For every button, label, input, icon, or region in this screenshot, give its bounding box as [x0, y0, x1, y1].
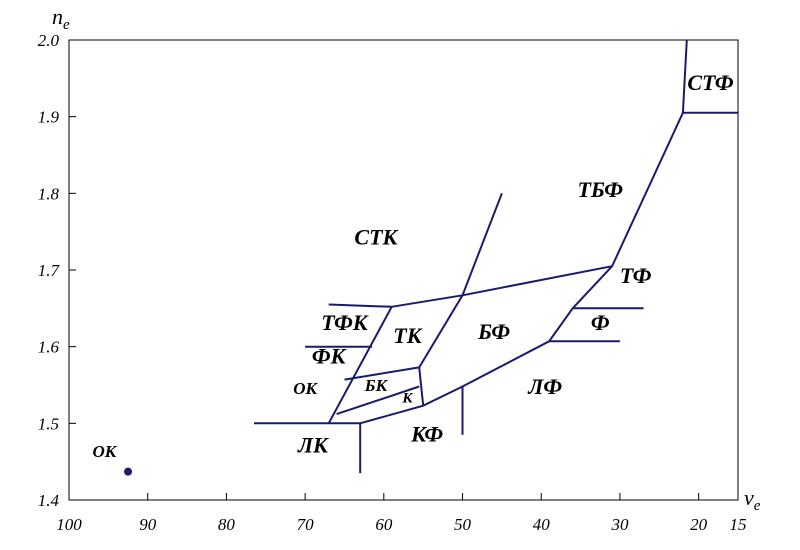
region-label: ФК [312, 344, 347, 369]
region-label: СТФ [687, 70, 734, 95]
region-label: ТК [393, 323, 422, 348]
x-tick-label: 60 [375, 515, 393, 534]
x-tick-label: 50 [454, 515, 472, 534]
y-tick-label: 1.8 [38, 184, 60, 203]
y-tick-label: 1.5 [38, 414, 59, 433]
region-label: СТК [354, 225, 398, 250]
y-axis-label: ne [52, 4, 70, 33]
x-tick-label: 90 [139, 515, 157, 534]
x-tick-label: 15 [730, 515, 747, 534]
data-points [124, 467, 133, 476]
region-label: К [401, 391, 413, 407]
region-label: Ф [591, 310, 610, 335]
y-tick-label: 1.9 [38, 108, 60, 127]
region-boundary [327, 306, 393, 424]
y-tick-label: 1.6 [38, 338, 60, 357]
x-tick-label: 70 [297, 515, 315, 534]
x-tick-label: 20 [690, 515, 708, 534]
region-label: ТФ [620, 263, 652, 288]
region-label: КФ [410, 422, 443, 447]
region-label: ОК [93, 442, 118, 461]
region-label: БК [364, 376, 389, 395]
region-boundary [418, 192, 503, 368]
x-tick-label: 40 [533, 515, 551, 534]
region-labels: СТФ ТБФ СТК ТФ ТФК ТК БФ Ф ФК ЛФ ОК БК К ЛК КФ ОК [93, 70, 734, 461]
region-boundary [336, 385, 420, 416]
region-label: ТФК [321, 310, 369, 335]
region-boundary [418, 367, 425, 406]
region-label: БФ [477, 319, 510, 344]
x-tick-label: 30 [610, 515, 629, 534]
region-boundary [344, 366, 420, 381]
region-label: ЛК [297, 432, 329, 457]
x-tick-label: 80 [218, 515, 236, 534]
x-axis-label: νe [744, 485, 761, 514]
region-label: ЛФ [527, 374, 562, 399]
x-tick-label: 100 [56, 515, 82, 534]
y-tick-label: 2.0 [38, 31, 60, 50]
y-tick-label: 1.4 [38, 491, 60, 510]
region-boundaries [254, 39, 738, 474]
region-boundary [328, 265, 613, 308]
y-tick-label: 1.7 [38, 261, 61, 280]
region-label: ОК [293, 379, 318, 398]
data-point [124, 467, 133, 476]
region-label: ТБФ [577, 177, 623, 202]
axis-ticks: 100 90 80 70 60 50 40 30 20 15 1.4 1.5 1.6 1.7 1.8 1.9 2… [38, 31, 747, 534]
